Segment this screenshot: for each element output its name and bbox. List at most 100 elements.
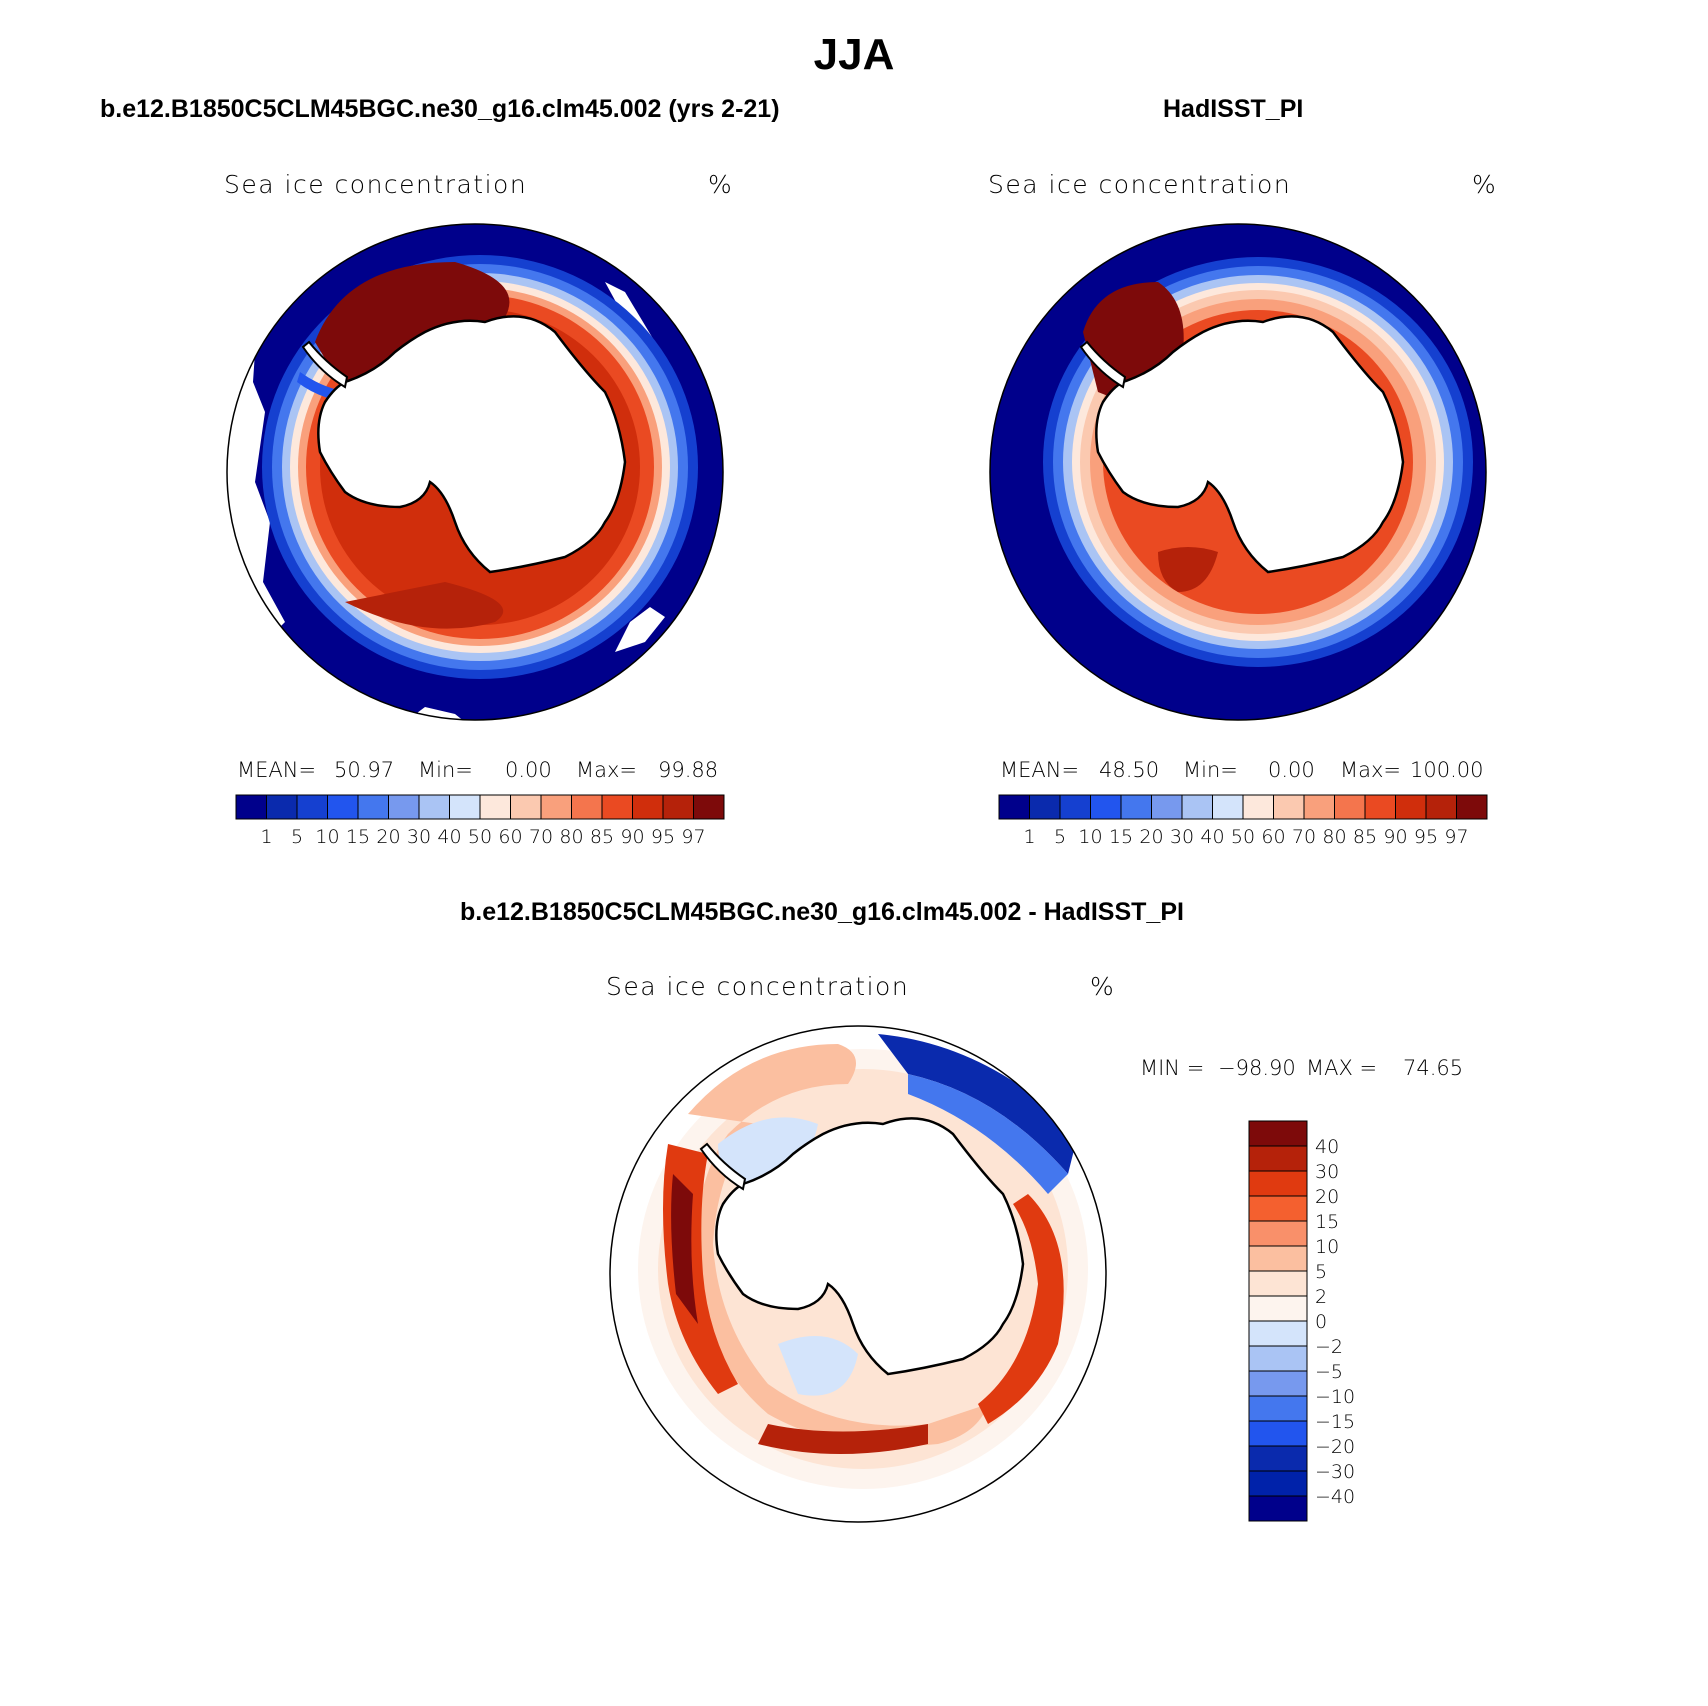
colorbar-diff-swatch [1248, 1445, 1308, 1472]
colorbar-diff-swatch [1248, 1220, 1308, 1247]
colorbar-obs-swatch [1090, 794, 1122, 820]
colorbar-obs-swatch [1212, 794, 1244, 820]
colorbar-model-tick-label: 15 [346, 826, 370, 848]
colorbar-obs-tick-label: 70 [1292, 826, 1316, 848]
colorbar-model-tick-label: 30 [407, 826, 431, 848]
colorbar-diff-swatch [1248, 1345, 1308, 1372]
colorbar-diff-swatch [1248, 1495, 1308, 1522]
colorbar-model-tick-label: 85 [590, 826, 614, 848]
colorbar-diff-tick-label: −10 [1315, 1386, 1355, 1408]
max-value-obs: 100.00 [1410, 758, 1484, 782]
colorbar-diff-swatch [1248, 1295, 1308, 1322]
colorbar-obs-swatch [1029, 794, 1061, 820]
colorbar-obs-swatch [1273, 794, 1305, 820]
colorbar-model-swatch [357, 794, 389, 820]
mean-value-model: 50.97 [334, 758, 395, 782]
max-label-model: Max= [576, 758, 638, 782]
panel-title-diff: b.e12.B1850C5CLM45BGC.ne30_g16.clm45.002… [460, 898, 1184, 926]
colorbar-diff-swatch [1248, 1245, 1308, 1272]
colorbar-obs-tick-label: 50 [1231, 826, 1255, 848]
colorbar-obs: 1 5 10 15 20 30 40 50 60 70 80 85 90 95 97 [998, 794, 1488, 848]
colorbar-model: 1 5 10 15 20 30 40 50 60 70 80 85 90 95 97 [235, 794, 725, 848]
min-value-obs: 0.00 [1268, 758, 1315, 782]
colorbar-diff-tick-label: 30 [1315, 1161, 1339, 1183]
colorbar-model-swatch [632, 794, 664, 820]
colorbar-diff-tick-label: 40 [1315, 1136, 1339, 1158]
colorbar-diff-swatch [1248, 1320, 1308, 1347]
colorbar-model-tick-label: 97 [681, 826, 705, 848]
colorbar-model-tick-label: 20 [376, 826, 400, 848]
colorbar-obs-swatch [1303, 794, 1335, 820]
colorbar-diff-tick-label: 2 [1315, 1286, 1327, 1308]
colorbar-model-swatch [235, 794, 267, 820]
min-label-diff: MIN = [1140, 1056, 1205, 1080]
colorbar-obs-tick-label: 95 [1414, 826, 1438, 848]
colorbar-model-swatch [296, 794, 328, 820]
colorbar-diff-tick-label: 10 [1315, 1236, 1339, 1258]
units-label-diff: % [1090, 972, 1116, 1001]
colorbar-obs-swatch [998, 794, 1030, 820]
mean-value-obs: 48.50 [1099, 758, 1160, 782]
colorbar-model-tick-label: 70 [529, 826, 553, 848]
colorbar-diff-tick-label: 20 [1315, 1186, 1339, 1208]
colorbar-diff-swatch [1248, 1120, 1308, 1147]
colorbar-model-tick-label: 50 [468, 826, 492, 848]
colorbar-model-tick-label: 10 [315, 826, 339, 848]
mean-label-model: MEAN= [237, 758, 317, 782]
figure-title: JJA [813, 30, 895, 79]
units-label-obs: % [1472, 170, 1498, 199]
colorbar-model-tick-label: 5 [291, 826, 303, 848]
colorbar-diff-tick-label: −15 [1315, 1411, 1355, 1433]
colorbar-model-swatch [601, 794, 633, 820]
colorbar-obs-tick-label: 97 [1444, 826, 1468, 848]
variable-label-obs: Sea ice concentration [988, 170, 1292, 199]
colorbar-model-swatch [388, 794, 420, 820]
colorbar-diff-swatch [1248, 1470, 1308, 1497]
colorbar-obs-tick-label: 30 [1170, 826, 1194, 848]
sea-ice-map-obs [989, 223, 1487, 721]
colorbar-obs-swatch [1181, 794, 1213, 820]
colorbar-model-swatch [479, 794, 511, 820]
colorbar-model-swatch [571, 794, 603, 820]
colorbar-diff-swatch [1248, 1145, 1308, 1172]
colorbar-model-swatch [693, 794, 725, 820]
colorbar-diff-tick-label: −40 [1315, 1486, 1355, 1508]
colorbar-obs-swatch [1395, 794, 1427, 820]
colorbar-obs-tick-label: 15 [1109, 826, 1133, 848]
max-label-obs: Max= [1340, 758, 1402, 782]
variable-label-diff: Sea ice concentration [606, 972, 910, 1001]
colorbar-diff-swatch [1248, 1370, 1308, 1397]
panel-title-model: b.e12.B1850C5CLM45BGC.ne30_g16.clm45.002… [100, 95, 780, 123]
max-label-diff: MAX = [1306, 1056, 1378, 1080]
min-value-model: 0.00 [505, 758, 552, 782]
max-value-diff: 74.65 [1403, 1056, 1464, 1080]
sea-ice-map-model [226, 223, 724, 721]
colorbar-diff-tick-label: 15 [1315, 1211, 1339, 1233]
colorbar-model-tick-label: 1 [260, 826, 272, 848]
colorbar-model-tick-label: 80 [559, 826, 583, 848]
colorbar-obs-tick-label: 85 [1353, 826, 1377, 848]
colorbar-obs-swatch [1364, 794, 1396, 820]
max-value-model: 99.88 [658, 758, 719, 782]
colorbar-model-swatch [510, 794, 542, 820]
colorbar-obs-tick-label: 60 [1261, 826, 1285, 848]
colorbar-obs-swatch [1456, 794, 1488, 820]
colorbar-model-tick-label: 95 [651, 826, 675, 848]
colorbar-obs-swatch [1059, 794, 1091, 820]
colorbar-obs-tick-label: 80 [1322, 826, 1346, 848]
colorbar-model-tick-label: 40 [437, 826, 461, 848]
colorbar-diff-tick-label: −20 [1315, 1436, 1355, 1458]
variable-label-model: Sea ice concentration [224, 170, 528, 199]
colorbar-diff-tick-label: 0 [1315, 1311, 1327, 1333]
colorbar-diff-swatch [1248, 1195, 1308, 1222]
colorbar-obs-tick-label: 5 [1054, 826, 1066, 848]
colorbar-model-tick-label: 90 [620, 826, 644, 848]
colorbar-obs-swatch [1242, 794, 1274, 820]
colorbar-diff-tick-label: −30 [1315, 1461, 1355, 1483]
colorbar-obs-tick-label: 40 [1200, 826, 1224, 848]
colorbar-obs-swatch [1425, 794, 1457, 820]
colorbar-model-swatch [266, 794, 298, 820]
colorbar-diff-swatch [1248, 1420, 1308, 1447]
colorbar-model-swatch [662, 794, 694, 820]
